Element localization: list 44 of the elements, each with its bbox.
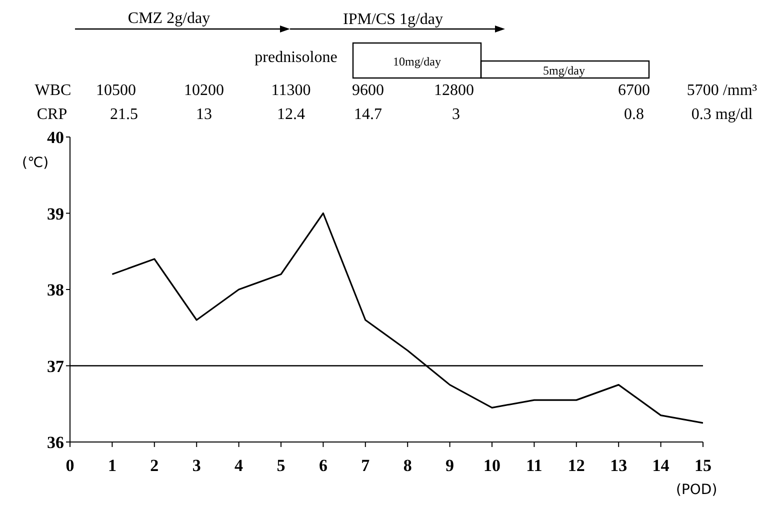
x-tick-label: 4 <box>234 456 244 476</box>
text: CRP <box>36 106 68 124</box>
x-tick-label: 3 <box>192 456 201 476</box>
x-tick-label: 15 <box>694 456 712 476</box>
y-tick-label: 39 <box>47 204 64 224</box>
text: CMZ 2g/day <box>128 10 210 28</box>
x-tick-label: 0 <box>66 456 74 476</box>
y-tick-label: 37 <box>47 356 64 376</box>
text: 10mg/day <box>393 54 441 70</box>
x-tick-label: 11 <box>526 456 542 476</box>
text: 14.7 <box>354 106 382 124</box>
x-axis-title: (POD) <box>676 482 718 498</box>
text: 6700 <box>618 82 650 100</box>
x-tick-label: 8 <box>403 456 412 476</box>
text: 12.4 <box>277 106 305 124</box>
x-tick-label: 2 <box>150 456 159 476</box>
y-axis-title: (℃) <box>22 155 49 171</box>
text: prednisolone <box>254 49 338 67</box>
x-tick-label: 7 <box>361 456 370 476</box>
text: 3 <box>452 106 460 124</box>
text: IPM/CS 1g/day <box>342 11 444 29</box>
x-tick-label: 9 <box>446 456 454 476</box>
y-tick-label: 38 <box>47 280 64 300</box>
x-tick-label: 12 <box>568 456 585 476</box>
y-tick-label: 40 <box>47 128 64 148</box>
text: WBC <box>34 82 72 100</box>
text: 10500 <box>96 82 136 100</box>
text: 13 <box>196 106 212 124</box>
y-tick-label: 36 <box>47 433 64 452</box>
text: 0.3 mg/dl <box>691 106 753 124</box>
x-tick-label: 1 <box>108 456 116 476</box>
text: 5mg/day <box>543 64 585 78</box>
x-tick-label: 10 <box>484 456 500 476</box>
text: 0.8 <box>624 106 644 124</box>
text: 12800 <box>434 82 474 100</box>
text: 10200 <box>184 82 224 100</box>
x-tick-label: 6 <box>318 456 328 476</box>
text: 21.5 <box>110 106 138 124</box>
x-tick-label: 13 <box>610 456 628 476</box>
x-tick-label: 14 <box>652 456 670 476</box>
x-tick-label: 5 <box>276 456 286 476</box>
text: 9600 <box>352 82 384 100</box>
text: 5700 /mm³ <box>686 82 758 100</box>
text: 11300 <box>271 82 311 100</box>
